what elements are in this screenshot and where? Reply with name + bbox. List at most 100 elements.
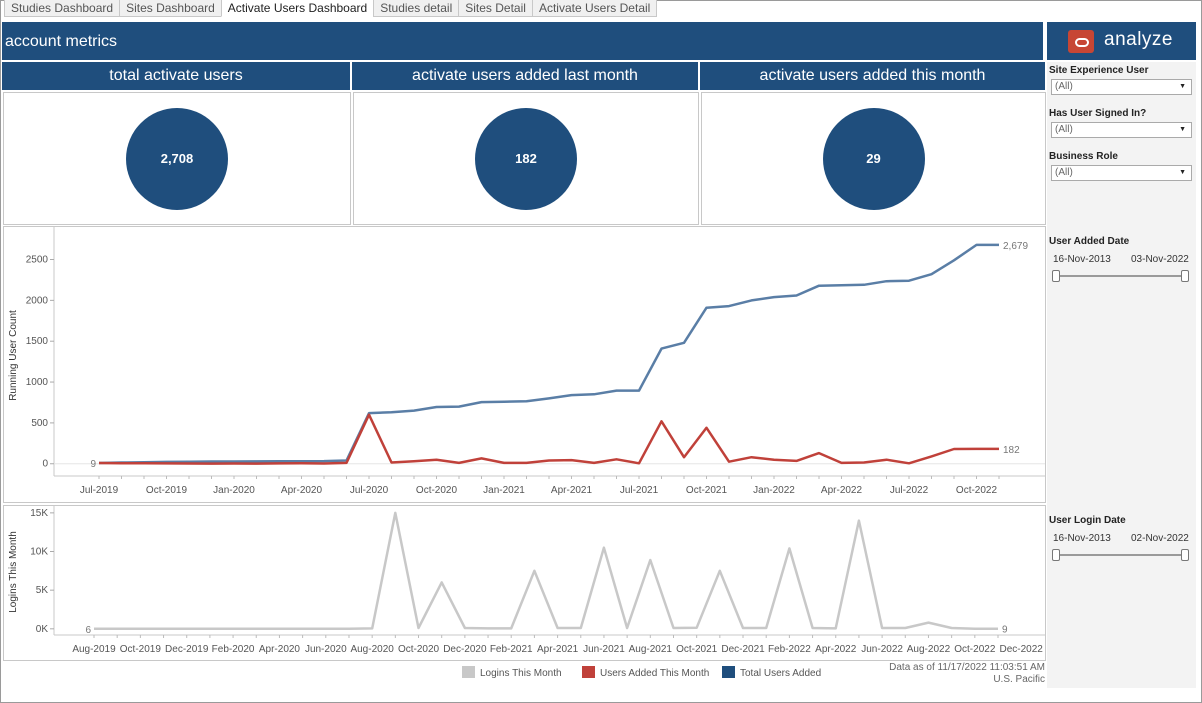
user-login-end-handle[interactable] — [1181, 549, 1189, 561]
user-added-start-handle[interactable] — [1052, 270, 1060, 282]
x-tick-label: Oct-2022 — [954, 644, 996, 655]
user-added-start-date: 16-Nov-2013 — [1053, 254, 1111, 265]
user-login-start-date: 16-Nov-2013 — [1053, 533, 1111, 544]
x-tick-label: Oct-2020 — [398, 644, 440, 655]
x-tick-label: Apr-2020 — [259, 644, 301, 655]
x-tick-label: Dec-2022 — [999, 644, 1043, 655]
x-tick-label: Dec-2020 — [443, 644, 487, 655]
legend-item-logins: Logins This Month — [462, 666, 562, 679]
data-timestamp: Data as of 11/17/2022 11:03:51 AM U.S. P… — [846, 662, 1045, 686]
x-tick-label: Oct-2021 — [686, 485, 728, 496]
user-login-end-date: 02-Nov-2022 — [1131, 533, 1189, 544]
y-tick-label: 5K — [36, 585, 49, 596]
x-tick-label: Jan-2021 — [483, 485, 525, 496]
y-tick-label: 500 — [31, 418, 48, 429]
kpi-card-this-month: 29 — [701, 92, 1046, 225]
x-tick-label: Apr-2021 — [551, 485, 593, 496]
running-user-count-chart: 0 500 1000 1500 2000 2500 Jul-2019 Oct-2019 Jan-… — [3, 226, 1046, 503]
tab-bar: Studies Dashboard Sites Dashboard Activa… — [4, 0, 658, 17]
kpi-value-last-month: 182 — [475, 108, 577, 210]
user-login-start-handle[interactable] — [1052, 549, 1060, 561]
x-tick-label: Apr-2022 — [821, 485, 863, 496]
series-start-label: 9 — [90, 459, 96, 470]
tab-studies-detail[interactable]: Studies detail — [373, 0, 460, 17]
x-tick-label: Apr-2022 — [815, 644, 857, 655]
filter-label-business-role: Business Role — [1049, 151, 1118, 162]
tab-activate-users-detail[interactable]: Activate Users Detail — [531, 0, 658, 17]
user-login-slider-track[interactable] — [1052, 554, 1188, 556]
select-value: (All) — [1055, 167, 1073, 178]
y-tick-label: 2500 — [26, 255, 49, 266]
filter-label-user-added-date: User Added Date — [1049, 236, 1130, 247]
dropdown-arrow-icon: ▼ — [1179, 83, 1186, 90]
series-end-label: 9 — [1002, 625, 1008, 636]
y-tick-label: 15K — [30, 508, 48, 519]
select-value: (All) — [1055, 81, 1073, 92]
x-tick-label: Oct-2020 — [416, 485, 458, 496]
kpi-card-last-month: 182 — [353, 92, 699, 225]
x-tick-label: Jun-2021 — [583, 644, 625, 655]
y-tick-label: 2000 — [26, 295, 49, 306]
page-title: account metrics — [5, 33, 118, 50]
x-tick-label: Oct-2021 — [676, 644, 718, 655]
timestamp-line: Data as of 11/17/2022 11:03:51 AM — [889, 662, 1045, 673]
total-users-added-line — [98, 243, 999, 465]
kpi-value-this-month: 29 — [822, 108, 925, 210]
x-tick-label: Jul-2020 — [350, 485, 389, 496]
kpi-card-total: 2,708 — [3, 92, 351, 225]
legend-label: Total Users Added — [740, 668, 822, 679]
filter-label-site-experience: Site Experience User — [1049, 65, 1149, 76]
dropdown-arrow-icon: ▼ — [1179, 169, 1186, 176]
running-user-count-svg: 0 500 1000 1500 2000 2500 Jul-2019 Oct-2019 Jan-… — [8, 227, 1045, 496]
series-start-label: 6 — [85, 625, 91, 636]
x-tick-label: Dec-2019 — [165, 644, 209, 655]
legend-swatch — [462, 666, 475, 678]
legend-swatch — [582, 666, 595, 678]
x-tick-label: Oct-2019 — [120, 644, 162, 655]
tab-sites-dashboard[interactable]: Sites Dashboard — [119, 0, 222, 17]
y-tick-label: 1500 — [26, 336, 49, 347]
x-tick-label: Jan-2020 — [213, 485, 255, 496]
y-tick-label: 10K — [30, 547, 48, 558]
x-tick-label: Jul-2019 — [80, 485, 119, 496]
x-tick-label: Aug-2021 — [629, 644, 673, 655]
x-tick-label: Jun-2022 — [861, 644, 903, 655]
filter-label-signed-in: Has User Signed In? — [1049, 108, 1147, 119]
filter-label-user-login-date: User Login Date — [1049, 515, 1126, 526]
x-tick-label: Feb-2022 — [768, 644, 811, 655]
user-added-slider-track[interactable] — [1052, 275, 1188, 277]
user-added-end-handle[interactable] — [1181, 270, 1189, 282]
page-header: account metrics — [2, 22, 1043, 60]
logins-this-month-svg: 0K 5K 10K 15K Aug-2019 Oct-2019 Dec-2019 Feb-20… — [8, 506, 1045, 655]
brand-name: analyze — [1104, 29, 1173, 50]
legend-label: Users Added This Month — [600, 668, 710, 679]
kpi-value-total: 2,708 — [126, 108, 228, 210]
series-end-label: 2,679 — [1003, 241, 1028, 252]
tab-studies-dashboard[interactable]: Studies Dashboard — [4, 0, 121, 17]
legend-swatch — [722, 666, 735, 678]
x-tick-label: Feb-2021 — [490, 644, 533, 655]
kpi-title-this-month: activate users added this month — [700, 62, 1045, 90]
users-added-this-month-line — [98, 413, 999, 465]
kpi-title-total: total activate users — [2, 62, 350, 90]
x-tick-label: Oct-2022 — [956, 485, 998, 496]
x-tick-label: Oct-2019 — [146, 485, 188, 496]
x-tick-label: Apr-2021 — [537, 644, 579, 655]
y-axis-label: Logins This Month — [8, 531, 19, 613]
tab-sites-detail[interactable]: Sites Detail — [458, 0, 533, 17]
user-added-end-date: 03-Nov-2022 — [1131, 254, 1189, 265]
business-role-select[interactable]: (All) ▼ — [1051, 165, 1192, 181]
tab-activate-users-dashboard[interactable]: Activate Users Dashboard — [220, 0, 375, 17]
signed-in-select[interactable]: (All) ▼ — [1051, 122, 1192, 138]
x-tick-label: Aug-2022 — [907, 644, 951, 655]
x-tick-label: Jul-2021 — [620, 485, 659, 496]
y-axis-label: Running User Count — [8, 310, 19, 401]
y-tick-label: 0 — [42, 459, 48, 470]
dropdown-arrow-icon: ▼ — [1179, 126, 1186, 133]
x-tick-label: Jul-2022 — [890, 485, 929, 496]
brand-banner: analyze — [1047, 22, 1196, 60]
site-experience-select[interactable]: (All) ▼ — [1051, 79, 1192, 95]
x-tick-label: Aug-2019 — [72, 644, 116, 655]
legend-item-users-added: Users Added This Month — [582, 666, 709, 679]
y-tick-label: 0K — [36, 624, 49, 635]
